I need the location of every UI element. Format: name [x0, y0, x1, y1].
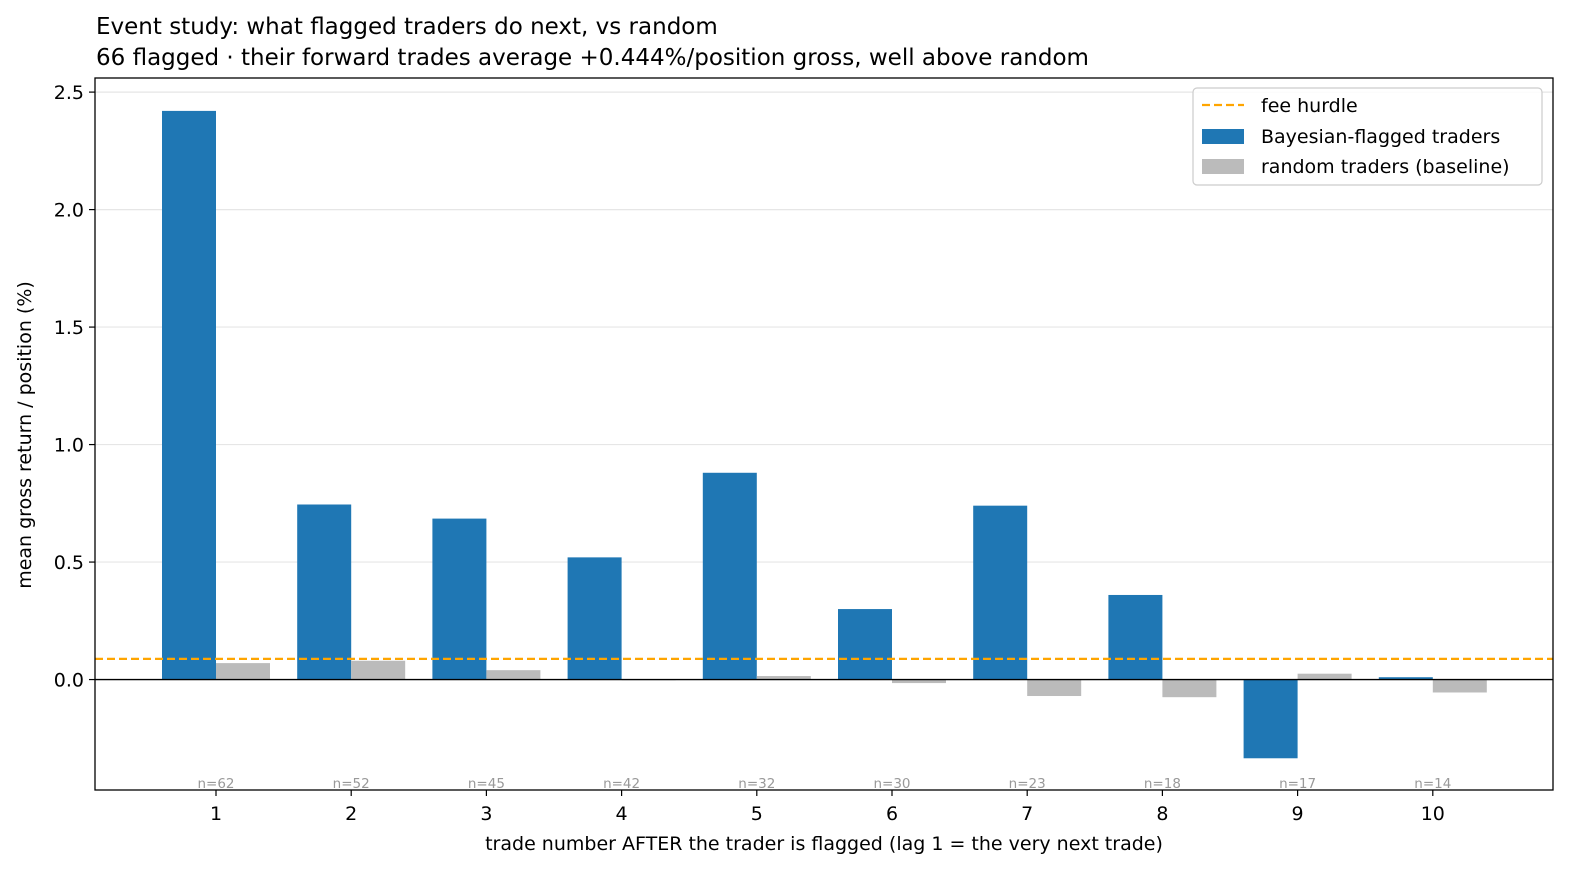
sample-size-label: n=52: [333, 776, 370, 792]
x-tick-label: 8: [1156, 803, 1168, 825]
y-tick-label: 2.0: [54, 200, 84, 222]
x-tick-label: 10: [1421, 803, 1445, 825]
bar-random: [486, 670, 541, 680]
sample-size-labels: n=62 n=52 n=45 n=42 n=32 n=30 n=23 n=18 n=17 n=14: [197, 776, 1451, 792]
bar-flagged: [702, 472, 757, 680]
sample-size-label: n=45: [468, 776, 505, 792]
legend: fee hurdle Bayesian-flagged traders rand…: [1192, 87, 1543, 186]
x-tick-label: 9: [1292, 803, 1304, 825]
x-tick-label: 2: [345, 803, 357, 825]
y-tick-label: 1.0: [54, 435, 84, 457]
plot-frame: [94, 77, 1554, 791]
sample-size-label: n=32: [738, 776, 775, 792]
legend-swatch-random: [1202, 159, 1244, 174]
sample-size-label: n=17: [1279, 776, 1316, 792]
legend-label-random: random traders (baseline): [1261, 156, 1510, 178]
y-axis-label: mean gross return / position (%): [14, 281, 36, 589]
bar-flagged: [432, 518, 487, 680]
x-tick-label: 3: [480, 803, 492, 825]
bar-random: [756, 676, 811, 680]
y-tick-label: 2.5: [54, 82, 84, 104]
legend-label-fee-hurdle: fee hurdle: [1261, 95, 1358, 117]
sample-size-label: n=42: [603, 776, 640, 792]
bar-flagged: [1108, 594, 1163, 680]
bar-flagged: [162, 110, 216, 680]
bar-random: [1432, 679, 1487, 693]
bar-random: [892, 679, 946, 684]
sample-size-label: n=62: [197, 776, 234, 792]
bar-flagged: [567, 557, 622, 680]
legend-swatch-flagged: [1202, 129, 1244, 144]
bar-random: [216, 663, 270, 680]
bar-flagged: [1378, 677, 1433, 680]
sample-size-label: n=30: [873, 776, 910, 792]
x-tick-label: 5: [751, 803, 763, 825]
bar-flagged: [838, 609, 892, 680]
sample-size-label: n=23: [1009, 776, 1046, 792]
x-tick-label: 1: [210, 803, 222, 825]
sample-size-label: n=18: [1144, 776, 1181, 792]
x-tick-label: 6: [886, 803, 898, 825]
legend-frame: [1192, 87, 1543, 186]
bar-random: [1162, 679, 1217, 698]
y-tick-label: 1.5: [54, 317, 84, 339]
bar-flagged: [1243, 679, 1298, 759]
y-tick-label: 0.5: [54, 552, 84, 574]
x-axis-label: trade number AFTER the trader is flagged…: [485, 833, 1163, 855]
bar-flagged: [973, 505, 1028, 680]
bar-random: [1297, 673, 1352, 680]
chart-subtitle: 66 flagged · their forward trades averag…: [96, 45, 1089, 71]
bars: [162, 110, 1487, 759]
x-tick-label: 7: [1021, 803, 1033, 825]
bar-flagged: [297, 504, 352, 680]
bar-random: [351, 660, 406, 680]
chart-title: Event study: what flagged traders do nex…: [96, 14, 718, 40]
bar-random: [1027, 679, 1082, 697]
legend-label-flagged: Bayesian-flagged traders: [1261, 126, 1500, 148]
sample-size-label: n=14: [1414, 776, 1451, 792]
x-tick-label: 4: [616, 803, 628, 825]
y-axis-ticks: 2.5 2.0 1.5 1.0 0.5 0.0: [54, 82, 95, 692]
x-axis-ticks: 1 2 3 4 5 6 7 8 9 10: [210, 790, 1445, 825]
y-tick-label: 0.0: [54, 670, 84, 692]
